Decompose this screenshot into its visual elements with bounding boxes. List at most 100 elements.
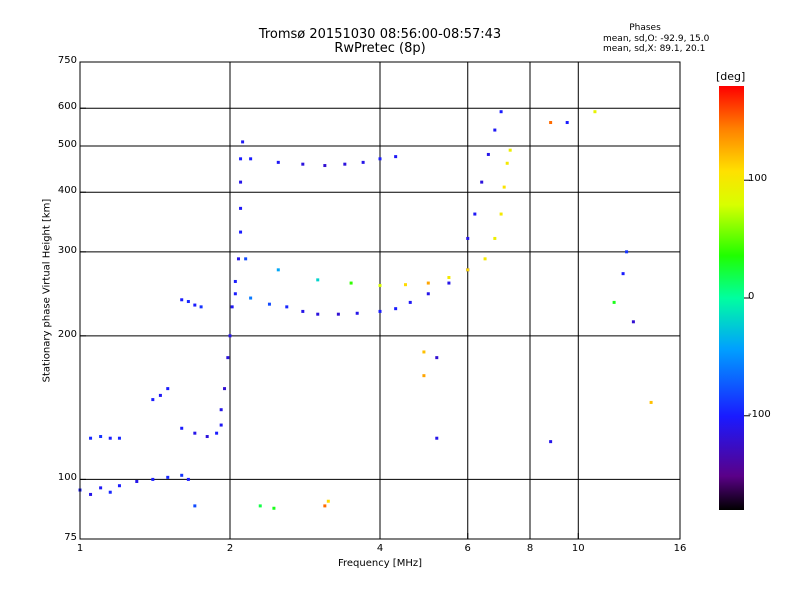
colorbar-ticks: [744, 179, 750, 417]
phases-o-stats: mean, sd,O: -92.9, 15.0: [603, 34, 710, 44]
colorbar-tick-label: 100: [748, 173, 768, 185]
data-point: [166, 387, 170, 391]
data-point: [426, 292, 430, 296]
data-point: [336, 312, 340, 316]
data-point: [223, 387, 227, 391]
data-point: [117, 436, 121, 440]
data-point: [394, 155, 398, 159]
data-point: [249, 296, 253, 300]
data-point: [316, 312, 320, 316]
data-point: [117, 484, 121, 488]
data-point: [486, 152, 490, 156]
colorbar-unit-label: [deg]: [716, 70, 746, 83]
data-point: [631, 320, 635, 324]
data-point: [493, 236, 497, 240]
data-point: [301, 162, 305, 166]
data-point: [215, 431, 219, 435]
data-point: [230, 305, 234, 309]
data-point: [180, 426, 184, 430]
data-point: [323, 504, 327, 508]
data-point: [233, 292, 237, 296]
data-point: [408, 300, 412, 304]
y-tick-label: 600: [57, 101, 77, 113]
x-tick-label: 4: [376, 543, 384, 554]
y-tick-label: 750: [57, 55, 77, 66]
data-point: [285, 305, 289, 309]
chart-title: Tromsø 20151030 08:56:00-08:57:43: [258, 27, 502, 42]
data-point: [549, 440, 553, 444]
x-axis-label: Frequency [MHz]: [337, 558, 423, 569]
data-points: [78, 110, 653, 510]
data-point: [276, 160, 280, 164]
grid-lines: [80, 62, 680, 539]
data-point: [499, 212, 503, 216]
x-tick-label: 10: [571, 543, 585, 554]
data-point: [422, 350, 426, 354]
data-point: [239, 230, 243, 234]
data-point: [480, 180, 484, 184]
data-point: [108, 436, 112, 440]
data-point: [186, 477, 190, 481]
data-point: [89, 436, 93, 440]
y-tick-label: 75: [64, 532, 77, 543]
data-point: [239, 180, 243, 184]
chart-subtitle: RwPretec (8p): [334, 41, 426, 56]
data-point: [565, 121, 569, 125]
x-tick-label: 8: [526, 543, 534, 554]
data-point: [316, 278, 320, 282]
data-point: [355, 311, 359, 315]
data-point: [621, 272, 625, 276]
data-point: [233, 279, 237, 283]
data-point: [343, 162, 347, 166]
phases-x-stats: mean, sd,X: 89.1, 20.1: [603, 44, 706, 54]
data-point: [244, 257, 248, 261]
data-point: [349, 281, 353, 285]
data-point: [625, 250, 629, 254]
data-point: [435, 436, 439, 440]
x-tick-label: 2: [226, 543, 234, 554]
data-point: [466, 236, 470, 240]
y-tick-label: 200: [57, 328, 77, 340]
data-point: [151, 398, 155, 402]
data-point: [508, 148, 512, 152]
data-point: [499, 110, 503, 114]
data-point: [447, 276, 451, 280]
y-tick-label: 100: [57, 472, 77, 484]
data-point: [276, 268, 280, 272]
data-point: [258, 504, 262, 508]
y-axis-label: Stationary phase Virtual Height [km]: [41, 198, 53, 383]
data-point: [219, 408, 223, 412]
data-point: [193, 431, 197, 435]
data-point: [272, 506, 276, 510]
data-point: [180, 473, 184, 477]
data-point: [180, 298, 184, 302]
data-point: [239, 157, 243, 161]
data-point: [502, 185, 506, 189]
data-point: [403, 283, 407, 287]
data-point: [186, 300, 190, 304]
data-point: [593, 110, 597, 114]
data-point: [193, 504, 197, 508]
y-tick-label: 400: [57, 185, 77, 197]
colorbar-tick-label: -100: [748, 408, 771, 420]
data-point: [199, 305, 203, 309]
data-point: [378, 309, 382, 313]
data-point: [378, 283, 382, 287]
data-point: [378, 157, 382, 161]
data-point: [323, 164, 327, 168]
y-tick-label: 300: [57, 244, 77, 256]
data-point: [99, 435, 103, 439]
colorbar: [719, 86, 744, 510]
colorbar-tick-label: 0: [748, 291, 755, 302]
data-point: [193, 303, 197, 307]
data-point: [267, 302, 271, 306]
data-point: [612, 300, 616, 304]
data-point: [466, 268, 470, 272]
y-tick-label: 500: [57, 138, 77, 150]
data-point: [226, 356, 230, 360]
data-point: [301, 309, 305, 313]
data-point: [473, 212, 477, 216]
data-point: [483, 257, 487, 261]
phases-title: Phases: [629, 23, 661, 33]
data-point: [158, 393, 162, 397]
